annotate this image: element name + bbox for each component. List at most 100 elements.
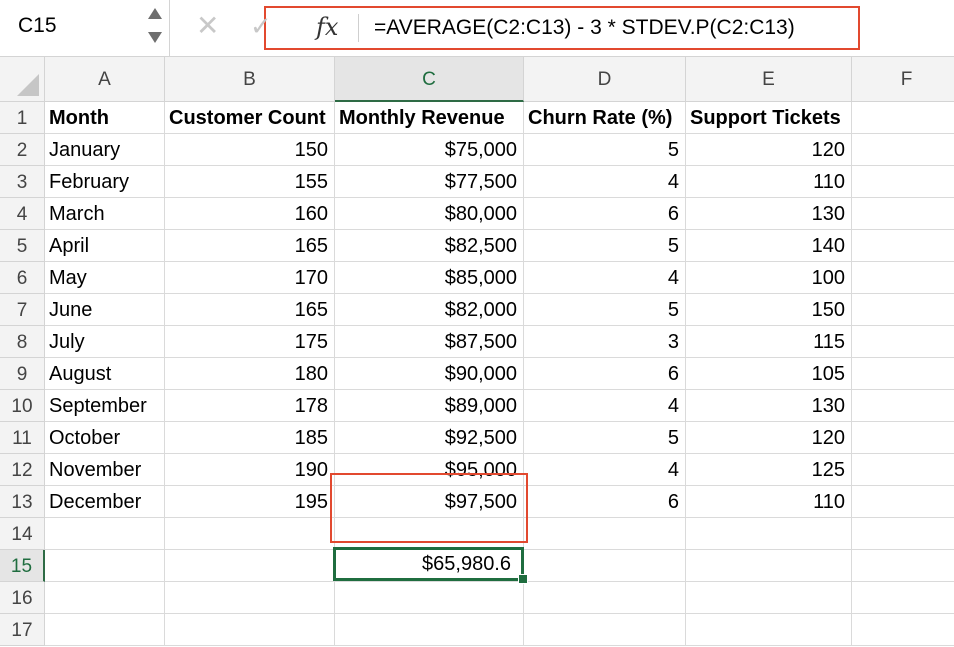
cell-d10[interactable]: 4 (524, 390, 686, 422)
cell-b16[interactable] (165, 582, 335, 614)
cell-c17[interactable] (335, 614, 524, 646)
cell-f17[interactable] (852, 614, 954, 646)
row-header-9[interactable]: 9 (0, 358, 45, 390)
cell-e2[interactable]: 120 (686, 134, 852, 166)
cell-b11[interactable]: 185 (165, 422, 335, 454)
cell-c5[interactable]: $82,500 (335, 230, 524, 262)
cell-f14[interactable] (852, 518, 954, 550)
row-header-16[interactable]: 16 (0, 582, 45, 614)
cell-c12[interactable]: $95,000 (335, 454, 524, 486)
cell-d6[interactable]: 4 (524, 262, 686, 294)
cell-c3[interactable]: $77,500 (335, 166, 524, 198)
cell-a4[interactable]: March (45, 198, 165, 230)
cell-b8[interactable]: 175 (165, 326, 335, 358)
column-header-d[interactable]: D (524, 57, 686, 102)
cell-a15[interactable] (45, 550, 165, 582)
cell-e5[interactable]: 140 (686, 230, 852, 262)
cell-b4[interactable]: 160 (165, 198, 335, 230)
enter-icon[interactable]: ✓ (250, 11, 272, 41)
active-cell-c15[interactable]: $65,980.6 (333, 547, 524, 581)
cell-d16[interactable] (524, 582, 686, 614)
cell-b7[interactable]: 165 (165, 294, 335, 326)
cell-c8[interactable]: $87,500 (335, 326, 524, 358)
cell-b2[interactable]: 150 (165, 134, 335, 166)
cell-e7[interactable]: 150 (686, 294, 852, 326)
cell-a12[interactable]: November (45, 454, 165, 486)
cell-c2[interactable]: $75,000 (335, 134, 524, 166)
row-header-7[interactable]: 7 (0, 294, 45, 326)
cell-e12[interactable]: 125 (686, 454, 852, 486)
cell-a3[interactable]: February (45, 166, 165, 198)
cell-c10[interactable]: $89,000 (335, 390, 524, 422)
cell-b14[interactable] (165, 518, 335, 550)
cell-b12[interactable]: 190 (165, 454, 335, 486)
row-header-12[interactable]: 12 (0, 454, 45, 486)
cell-d11[interactable]: 5 (524, 422, 686, 454)
row-header-14[interactable]: 14 (0, 518, 45, 550)
row-header-8[interactable]: 8 (0, 326, 45, 358)
cell-e13[interactable]: 110 (686, 486, 852, 518)
cell-d2[interactable]: 5 (524, 134, 686, 166)
cell-f16[interactable] (852, 582, 954, 614)
cell-a16[interactable] (45, 582, 165, 614)
row-header-6[interactable]: 6 (0, 262, 45, 294)
column-header-e[interactable]: E (686, 57, 852, 102)
cell-c1[interactable]: Monthly Revenue (335, 102, 524, 134)
cell-d17[interactable] (524, 614, 686, 646)
cell-e15[interactable] (686, 550, 852, 582)
cell-e4[interactable]: 130 (686, 198, 852, 230)
cell-b6[interactable]: 170 (165, 262, 335, 294)
cell-b5[interactable]: 165 (165, 230, 335, 262)
cell-c11[interactable]: $92,500 (335, 422, 524, 454)
row-header-17[interactable]: 17 (0, 614, 45, 646)
column-header-c[interactable]: C (335, 57, 524, 102)
cell-f12[interactable] (852, 454, 954, 486)
cell-c13[interactable]: $97,500 (335, 486, 524, 518)
cell-e14[interactable] (686, 518, 852, 550)
cell-e1[interactable]: Support Tickets (686, 102, 852, 134)
cell-a5[interactable]: April (45, 230, 165, 262)
cell-f8[interactable] (852, 326, 954, 358)
cell-c9[interactable]: $90,000 (335, 358, 524, 390)
cell-d14[interactable] (524, 518, 686, 550)
cell-a2[interactable]: January (45, 134, 165, 166)
cell-b9[interactable]: 180 (165, 358, 335, 390)
cell-a6[interactable]: May (45, 262, 165, 294)
row-header-4[interactable]: 4 (0, 198, 45, 230)
select-all-corner[interactable] (0, 57, 45, 102)
cell-d8[interactable]: 3 (524, 326, 686, 358)
row-header-1[interactable]: 1 (0, 102, 45, 134)
cell-b10[interactable]: 178 (165, 390, 335, 422)
cell-e6[interactable]: 100 (686, 262, 852, 294)
cell-b13[interactable]: 195 (165, 486, 335, 518)
cell-e16[interactable] (686, 582, 852, 614)
row-header-10[interactable]: 10 (0, 390, 45, 422)
stepper-down-icon[interactable] (148, 32, 162, 43)
cell-d9[interactable]: 6 (524, 358, 686, 390)
cell-e8[interactable]: 115 (686, 326, 852, 358)
cell-d1[interactable]: Churn Rate (%) (524, 102, 686, 134)
cell-f6[interactable] (852, 262, 954, 294)
cell-a11[interactable]: October (45, 422, 165, 454)
cell-f4[interactable] (852, 198, 954, 230)
stepper-up-icon[interactable] (148, 8, 162, 19)
spreadsheet-grid[interactable]: A B C D E F 1 Month Customer Count Monthly Revenu… (0, 57, 954, 646)
cell-a7[interactable]: June (45, 294, 165, 326)
cell-a9[interactable]: August (45, 358, 165, 390)
cell-f9[interactable] (852, 358, 954, 390)
row-header-15[interactable]: 15 (0, 550, 45, 582)
cell-d12[interactable]: 4 (524, 454, 686, 486)
cell-d5[interactable]: 5 (524, 230, 686, 262)
cell-f10[interactable] (852, 390, 954, 422)
column-header-f[interactable]: F (852, 57, 954, 102)
cell-d15[interactable] (524, 550, 686, 582)
cell-b15[interactable] (165, 550, 335, 582)
cell-f3[interactable] (852, 166, 954, 198)
cell-c16[interactable] (335, 582, 524, 614)
cell-e17[interactable] (686, 614, 852, 646)
row-header-11[interactable]: 11 (0, 422, 45, 454)
cell-f1[interactable] (852, 102, 954, 134)
cell-d13[interactable]: 6 (524, 486, 686, 518)
row-header-5[interactable]: 5 (0, 230, 45, 262)
cell-a13[interactable]: December (45, 486, 165, 518)
